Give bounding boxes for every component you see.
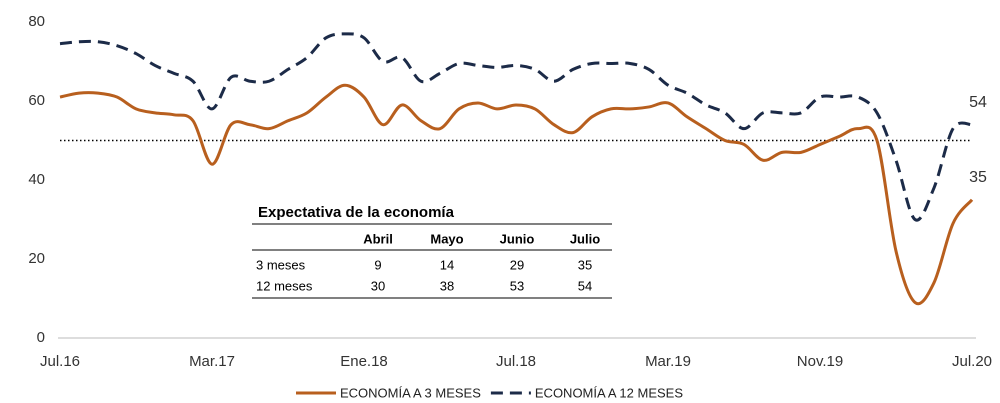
y-tick-label: 0 [37, 329, 45, 346]
data-label: 35 [969, 169, 987, 186]
x-tick-label: Jul.18 [496, 353, 536, 370]
table-row-label: 12 meses [256, 278, 313, 293]
legend-label: ECONOMÍA A 3 MESES [340, 385, 481, 400]
table-cell: 53 [510, 278, 524, 293]
table-cell: 54 [578, 278, 592, 293]
table-title: Expectativa de la economía [258, 204, 455, 221]
table-header: Abril [363, 231, 393, 246]
x-tick-label: Jul.16 [40, 353, 80, 370]
table-cell: 35 [578, 257, 592, 272]
x-tick-label: Nov.19 [797, 353, 843, 370]
series-line [59, 83, 974, 306]
x-tick-label: Mar.17 [189, 353, 235, 370]
x-tick-label: Ene.18 [340, 353, 388, 370]
series-line [59, 32, 973, 222]
table-cell: 38 [440, 278, 454, 293]
table-cell: 29 [510, 257, 524, 272]
table-header: Julio [570, 231, 600, 246]
x-tick-label: Jul.20 [952, 353, 992, 370]
table-header: Mayo [430, 231, 463, 246]
table-cell: 9 [374, 257, 381, 272]
table-row-label: 3 meses [256, 257, 306, 272]
x-tick-label: Mar.19 [645, 353, 691, 370]
legend-label: ECONOMÍA A 12 MESES [535, 385, 683, 400]
y-tick-label: 80 [28, 13, 45, 30]
y-tick-label: 60 [28, 92, 45, 109]
y-tick-label: 40 [28, 171, 45, 188]
data-label: 54 [969, 94, 987, 111]
table-cell: 14 [440, 257, 454, 272]
table-cell: 30 [371, 278, 385, 293]
table-header: Junio [500, 231, 535, 246]
y-tick-label: 20 [28, 250, 45, 267]
